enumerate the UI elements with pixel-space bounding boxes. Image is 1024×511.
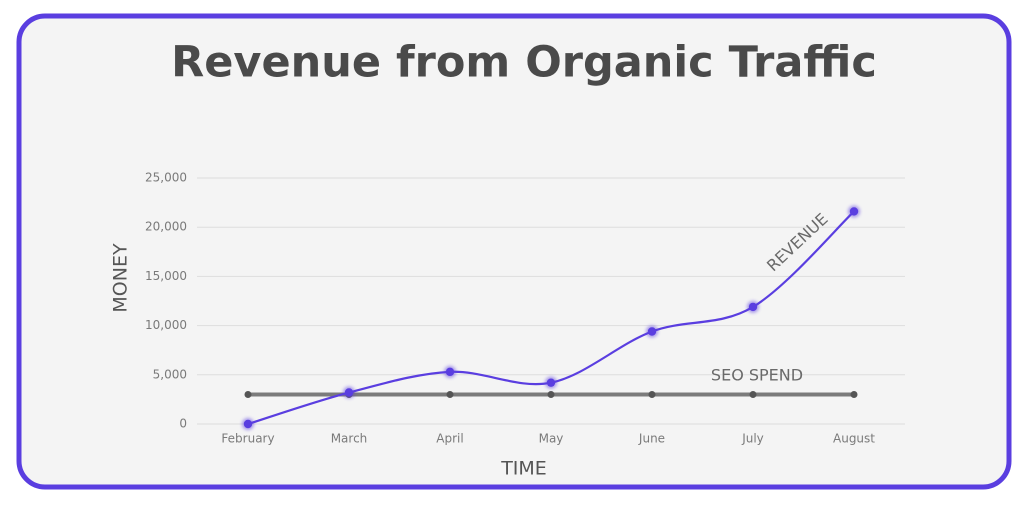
x-tick-label: May bbox=[539, 432, 564, 446]
data-point bbox=[546, 378, 556, 387]
x-tick-label: April bbox=[436, 432, 463, 446]
data-point bbox=[850, 390, 858, 398]
y-tick-label: 0 bbox=[179, 417, 187, 431]
y-tick-label: 10,000 bbox=[145, 318, 187, 332]
chart-title: Revenue from Organic Traffic bbox=[171, 38, 877, 88]
data-point bbox=[547, 390, 555, 398]
data-point bbox=[849, 207, 859, 216]
y-axis-label: MONEY bbox=[110, 243, 132, 313]
x-tick-label: February bbox=[221, 432, 274, 446]
data-point bbox=[445, 367, 455, 377]
x-tick-label: June bbox=[638, 432, 665, 446]
series-label: SEO SPEND bbox=[711, 366, 803, 385]
y-tick-label: 25,000 bbox=[145, 171, 187, 185]
data-point bbox=[748, 302, 758, 312]
y-tick-label: 5,000 bbox=[153, 367, 187, 381]
data-point bbox=[647, 327, 657, 336]
data-point bbox=[648, 390, 656, 398]
frame bbox=[16, 13, 1012, 490]
x-tick-label: August bbox=[833, 432, 875, 446]
data-point bbox=[243, 419, 253, 429]
y-tick-label: 15,000 bbox=[145, 269, 187, 283]
data-point bbox=[749, 390, 757, 398]
x-tick-label: March bbox=[331, 432, 368, 446]
y-tick-label: 20,000 bbox=[145, 220, 187, 234]
data-point bbox=[446, 390, 454, 398]
data-point bbox=[344, 388, 354, 397]
x-tick-label: July bbox=[741, 432, 764, 446]
data-point bbox=[244, 390, 252, 398]
x-axis-label: TIME bbox=[500, 458, 547, 480]
